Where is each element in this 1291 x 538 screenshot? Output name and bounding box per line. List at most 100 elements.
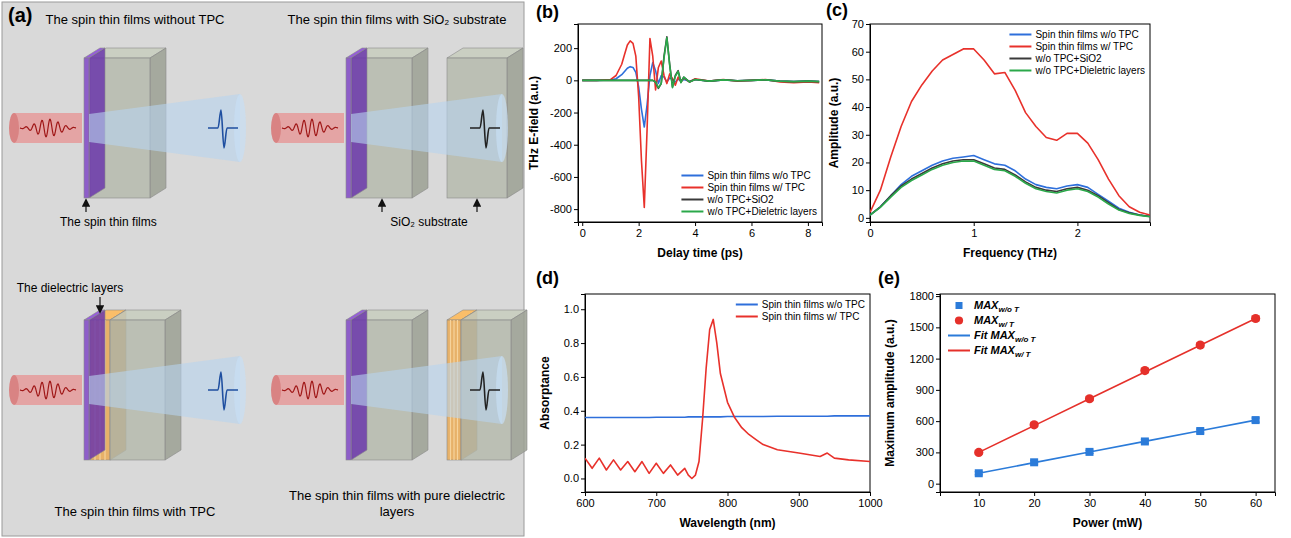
y-tick: 0.6	[564, 371, 585, 383]
tick-mark	[1090, 492, 1091, 496]
callout-arrow	[99, 297, 100, 312]
tick-label: 8	[805, 227, 811, 239]
y-tick: -600	[550, 171, 578, 183]
y-tick: 200	[554, 42, 578, 54]
legend-item: Spin thin films w/ TPC	[681, 182, 805, 193]
chart: 60070080090010000.00.20.40.60.81.0Wavele…	[536, 268, 883, 530]
y-axis-title: Maximum amplitude (a.u.)	[883, 319, 897, 466]
legend-label: w/o TPC+SiO2	[1034, 53, 1102, 64]
tick-label: 0	[566, 74, 572, 86]
x-axis: 02468	[579, 222, 823, 239]
tick-mark	[936, 390, 940, 391]
y-tick: 70	[852, 18, 870, 30]
spin-film-front	[346, 58, 351, 198]
laser-pulse	[282, 119, 338, 136]
tick-mark	[582, 222, 583, 226]
tick-mark	[574, 48, 578, 49]
panel-label: (a)	[8, 4, 32, 26]
data-point	[1086, 448, 1094, 456]
laser-beam	[276, 113, 344, 143]
y-axis-line	[574, 25, 579, 223]
tick-mark	[866, 135, 870, 136]
tick-label: 60	[852, 46, 864, 58]
tick-label: 1000	[858, 497, 882, 509]
x-axis-line	[586, 493, 871, 497]
thz-beam	[89, 94, 240, 162]
data-line	[870, 49, 1150, 215]
callout-arrow	[85, 200, 86, 212]
tick-mark	[656, 492, 657, 496]
tick-label: -400	[550, 139, 572, 151]
thz-beam	[351, 94, 502, 162]
chart: 1020304050600300600900120015001800Power …	[878, 268, 1276, 530]
legend-swatch	[1009, 58, 1031, 60]
plot-area	[585, 319, 870, 478]
data-point	[1141, 437, 1149, 445]
x-tick: 2	[636, 222, 642, 239]
laser-beam	[276, 375, 344, 405]
legend-swatch	[1009, 46, 1031, 48]
x-axis-title: Frequency (THz)	[963, 246, 1057, 260]
legend-label: Fit MAXw/o T	[974, 329, 1037, 344]
tick-mark	[1034, 492, 1035, 496]
data-line	[979, 318, 1256, 452]
plot-area	[974, 314, 1260, 477]
legend-item: w/o TPC+SiO2	[681, 194, 774, 205]
y-tick: -200	[550, 107, 578, 119]
data-point	[1140, 366, 1149, 375]
y-axis: 010203040506070	[852, 18, 871, 224]
legend-swatch	[736, 304, 758, 306]
plot-frame	[940, 294, 1275, 492]
tick-label: 0	[858, 212, 864, 224]
laser-pulse	[20, 381, 76, 398]
x-tick: 20	[1029, 492, 1041, 509]
tick-mark	[936, 484, 940, 485]
legend: Spin thin films w/o TPCSpin thin films w…	[736, 299, 865, 322]
y-tick: 40	[852, 101, 870, 113]
schematic	[271, 310, 527, 460]
x-tick: 40	[1139, 492, 1151, 509]
x-axis: 6007008009001000	[576, 492, 882, 509]
tick-mark	[936, 296, 940, 297]
legend-label: w/o TPC+Dieletric layers	[1034, 65, 1145, 76]
y-tick: 0.8	[564, 337, 585, 349]
scatter-series	[975, 416, 1260, 477]
tick-label: 0.6	[564, 371, 579, 383]
panel-label: (c)	[826, 0, 848, 20]
tick-mark	[808, 222, 809, 226]
x-axis-title: Power (mW)	[1073, 516, 1142, 530]
laser-beam-end	[271, 375, 281, 405]
x-tick: 600	[576, 492, 594, 509]
plot-frame	[585, 294, 870, 492]
legend-item: MAXw/ T	[955, 314, 1015, 329]
tick-label: 1500	[910, 321, 934, 333]
y-axis-title: Amplitude (a.u.)	[827, 78, 841, 169]
tick-label: 40	[852, 101, 864, 113]
y-tick: 20	[852, 156, 870, 168]
legend: Spin thin films w/o TPCSpin thin films w…	[1009, 29, 1145, 76]
legend-label: Fit MAXw/ T	[974, 344, 1032, 359]
tick-mark	[866, 52, 870, 53]
y-tick: -400	[550, 139, 578, 151]
y-tick: 0.4	[564, 405, 585, 417]
panel-a: (a)The spin thin films without TPCThe sp…	[2, 2, 527, 536]
x-tick: 30	[1084, 492, 1096, 509]
data-line	[582, 37, 819, 89]
y-tick: 1800	[910, 290, 940, 302]
legend-item: Fit MAXw/o T	[948, 329, 1037, 344]
x-axis-line	[579, 223, 823, 227]
panel-title: The spin thin films with SiO₂ substrate	[288, 12, 507, 27]
spin-film-front	[346, 320, 351, 460]
tick-label: 70	[852, 18, 864, 30]
data-line	[582, 38, 819, 207]
tick-mark	[1200, 492, 1201, 496]
tick-mark	[1256, 492, 1257, 496]
chart: 012010203040506070Frequency (THz)Amplitu…	[826, 0, 1151, 260]
tick-mark	[581, 343, 585, 344]
substrate-side	[511, 310, 527, 460]
tick-label: 2	[636, 227, 642, 239]
tick-mark	[866, 190, 870, 191]
tick-label: 900	[790, 497, 808, 509]
legend-swatch	[736, 316, 758, 318]
data-point	[1251, 314, 1260, 323]
